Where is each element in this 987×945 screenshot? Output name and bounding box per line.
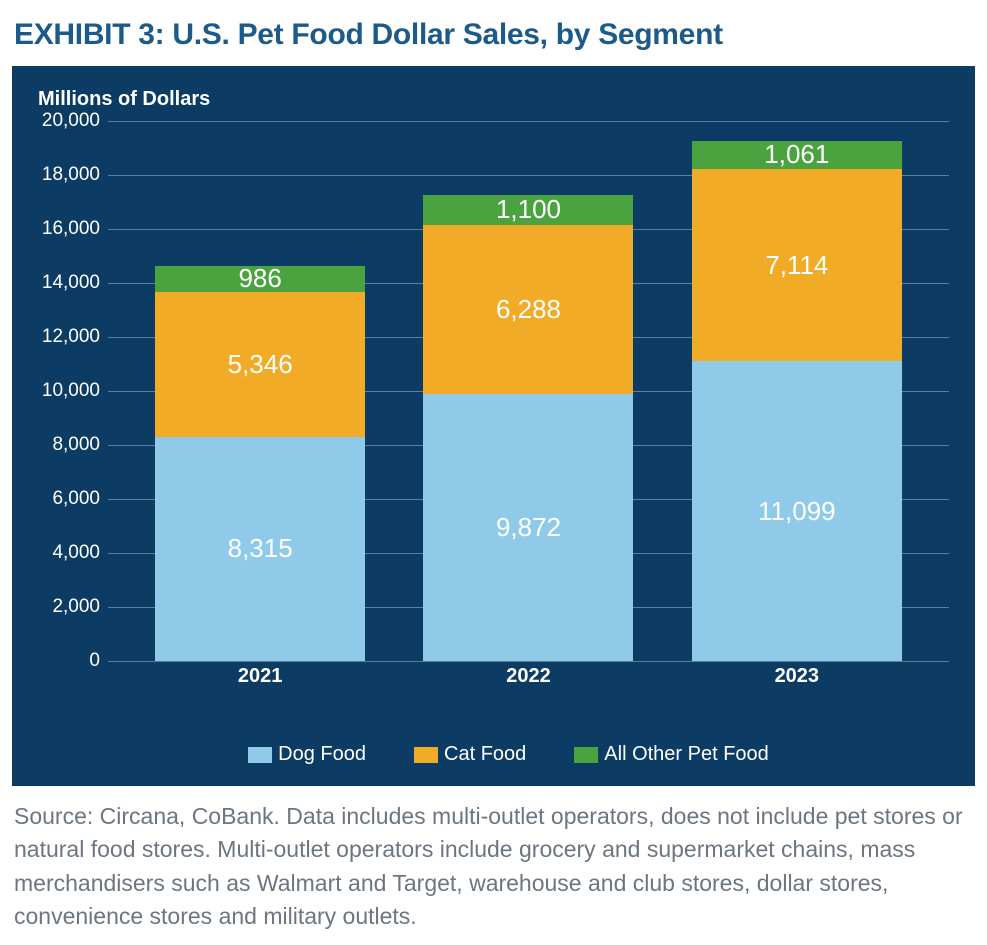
- y-tick-label: 20,000: [30, 110, 100, 132]
- bar-stack: 11,0997,1141,061: [692, 141, 902, 661]
- source-note: Source: Circana, CoBank. Data includes m…: [14, 800, 973, 933]
- legend-label: Cat Food: [444, 743, 526, 766]
- legend-label: All Other Pet Food: [604, 743, 769, 766]
- plot-wrap: 02,0004,0006,0008,00010,00012,00014,0001…: [108, 121, 949, 697]
- bar-segment: 6,288: [423, 225, 633, 395]
- bar-segment: 9,872: [423, 394, 633, 661]
- y-tick-label: 2,000: [30, 596, 100, 618]
- x-axis-labels: 2021 2022 2023: [108, 665, 949, 688]
- legend-item: Cat Food: [414, 743, 526, 766]
- bars-row: 8,3155,3469869,8726,2881,10011,0997,1141…: [108, 121, 949, 661]
- x-axis-label: 2021: [155, 665, 365, 688]
- legend-swatch: [414, 747, 438, 763]
- x-axis-label: 2022: [423, 665, 633, 688]
- y-tick-label: 6,000: [30, 488, 100, 510]
- y-tick-label: 18,000: [30, 164, 100, 186]
- y-tick-label: 14,000: [30, 272, 100, 294]
- bar-segment: 5,346: [155, 292, 365, 436]
- legend-label: Dog Food: [278, 743, 366, 766]
- chart-panel: Millions of Dollars 02,0004,0006,0008,00…: [12, 66, 975, 786]
- y-axis-title: Millions of Dollars: [38, 88, 949, 111]
- legend-item: Dog Food: [248, 743, 366, 766]
- bar-segment: 1,100: [423, 195, 633, 225]
- y-tick-label: 16,000: [30, 218, 100, 240]
- legend-swatch: [574, 747, 598, 763]
- plot-area: 02,0004,0006,0008,00010,00012,00014,0001…: [108, 121, 949, 661]
- exhibit-title: EXHIBIT 3: U.S. Pet Food Dollar Sales, b…: [14, 18, 975, 52]
- bar-stack: 8,3155,346986: [155, 266, 365, 661]
- chart-legend: Dog Food Cat Food All Other Pet Food: [68, 743, 949, 766]
- gridline: [108, 661, 949, 662]
- bar-segment: 7,114: [692, 169, 902, 361]
- bar-column: 11,0997,1141,061: [692, 141, 902, 661]
- legend-item: All Other Pet Food: [574, 743, 769, 766]
- bar-stack: 9,8726,2881,100: [423, 195, 633, 661]
- y-tick-label: 4,000: [30, 542, 100, 564]
- y-tick-label: 8,000: [30, 434, 100, 456]
- bar-segment: 1,061: [692, 141, 902, 170]
- y-tick-label: 0: [30, 650, 100, 672]
- bar-column: 8,3155,346986: [155, 266, 365, 661]
- x-axis-label: 2023: [692, 665, 902, 688]
- bar-segment: 11,099: [692, 361, 902, 661]
- bar-segment: 986: [155, 266, 365, 293]
- y-tick-label: 10,000: [30, 380, 100, 402]
- bar-segment: 8,315: [155, 437, 365, 662]
- bar-column: 9,8726,2881,100: [423, 195, 633, 661]
- legend-swatch: [248, 747, 272, 763]
- y-tick-label: 12,000: [30, 326, 100, 348]
